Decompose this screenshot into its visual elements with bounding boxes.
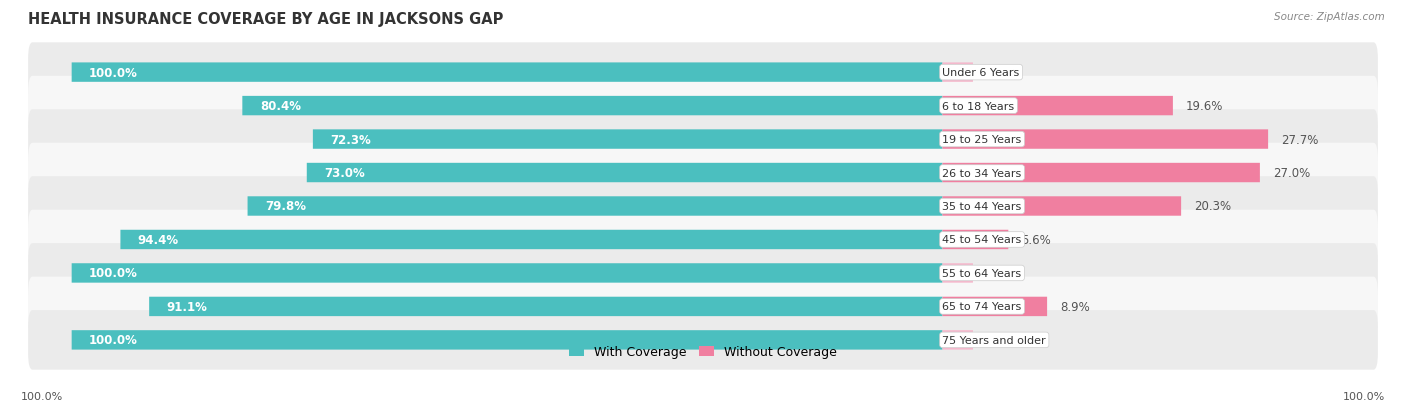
FancyBboxPatch shape <box>28 143 1378 203</box>
Text: Source: ZipAtlas.com: Source: ZipAtlas.com <box>1274 12 1385 22</box>
Text: 0.0%: 0.0% <box>986 267 1015 280</box>
FancyBboxPatch shape <box>28 210 1378 270</box>
Text: 35 to 44 Years: 35 to 44 Years <box>942 202 1022 211</box>
Text: 94.4%: 94.4% <box>138 233 179 247</box>
FancyBboxPatch shape <box>314 130 942 150</box>
FancyBboxPatch shape <box>28 76 1378 136</box>
Text: 6 to 18 Years: 6 to 18 Years <box>942 101 1015 112</box>
FancyBboxPatch shape <box>247 197 942 216</box>
Text: 8.9%: 8.9% <box>1060 300 1090 313</box>
Text: 19 to 25 Years: 19 to 25 Years <box>942 135 1022 145</box>
FancyBboxPatch shape <box>72 63 942 83</box>
FancyBboxPatch shape <box>942 197 1181 216</box>
FancyBboxPatch shape <box>28 110 1378 169</box>
Text: Under 6 Years: Under 6 Years <box>942 68 1019 78</box>
Text: 100.0%: 100.0% <box>89 267 138 280</box>
Text: 19.6%: 19.6% <box>1185 100 1223 113</box>
Text: 26 to 34 Years: 26 to 34 Years <box>942 168 1022 178</box>
Text: 79.8%: 79.8% <box>264 200 307 213</box>
FancyBboxPatch shape <box>942 97 1173 116</box>
FancyBboxPatch shape <box>28 310 1378 370</box>
Text: 20.3%: 20.3% <box>1194 200 1232 213</box>
FancyBboxPatch shape <box>942 63 973 83</box>
FancyBboxPatch shape <box>942 330 973 350</box>
FancyBboxPatch shape <box>28 43 1378 103</box>
FancyBboxPatch shape <box>149 297 942 316</box>
Text: 100.0%: 100.0% <box>89 66 138 79</box>
Text: 80.4%: 80.4% <box>260 100 301 113</box>
FancyBboxPatch shape <box>28 244 1378 303</box>
Text: 75 Years and older: 75 Years and older <box>942 335 1046 345</box>
Text: 27.0%: 27.0% <box>1272 166 1310 180</box>
Text: 65 to 74 Years: 65 to 74 Years <box>942 301 1022 312</box>
FancyBboxPatch shape <box>72 330 942 350</box>
FancyBboxPatch shape <box>28 277 1378 337</box>
FancyBboxPatch shape <box>942 263 973 283</box>
Text: 0.0%: 0.0% <box>986 334 1015 347</box>
FancyBboxPatch shape <box>942 230 1008 249</box>
FancyBboxPatch shape <box>121 230 942 249</box>
FancyBboxPatch shape <box>307 164 942 183</box>
Text: 27.7%: 27.7% <box>1281 133 1319 146</box>
Text: 100.0%: 100.0% <box>89 334 138 347</box>
FancyBboxPatch shape <box>28 177 1378 236</box>
FancyBboxPatch shape <box>242 97 942 116</box>
Text: 0.0%: 0.0% <box>986 66 1015 79</box>
FancyBboxPatch shape <box>942 297 1047 316</box>
Text: 73.0%: 73.0% <box>325 166 366 180</box>
FancyBboxPatch shape <box>942 130 1268 150</box>
Text: 5.6%: 5.6% <box>1021 233 1052 247</box>
Text: 45 to 54 Years: 45 to 54 Years <box>942 235 1022 245</box>
FancyBboxPatch shape <box>942 164 1260 183</box>
Text: 100.0%: 100.0% <box>21 391 63 401</box>
Text: 72.3%: 72.3% <box>330 133 371 146</box>
Text: 100.0%: 100.0% <box>1343 391 1385 401</box>
Text: 55 to 64 Years: 55 to 64 Years <box>942 268 1022 278</box>
Text: HEALTH INSURANCE COVERAGE BY AGE IN JACKSONS GAP: HEALTH INSURANCE COVERAGE BY AGE IN JACK… <box>28 12 503 27</box>
Legend: With Coverage, Without Coverage: With Coverage, Without Coverage <box>564 341 842 363</box>
FancyBboxPatch shape <box>72 263 942 283</box>
Text: 91.1%: 91.1% <box>166 300 208 313</box>
